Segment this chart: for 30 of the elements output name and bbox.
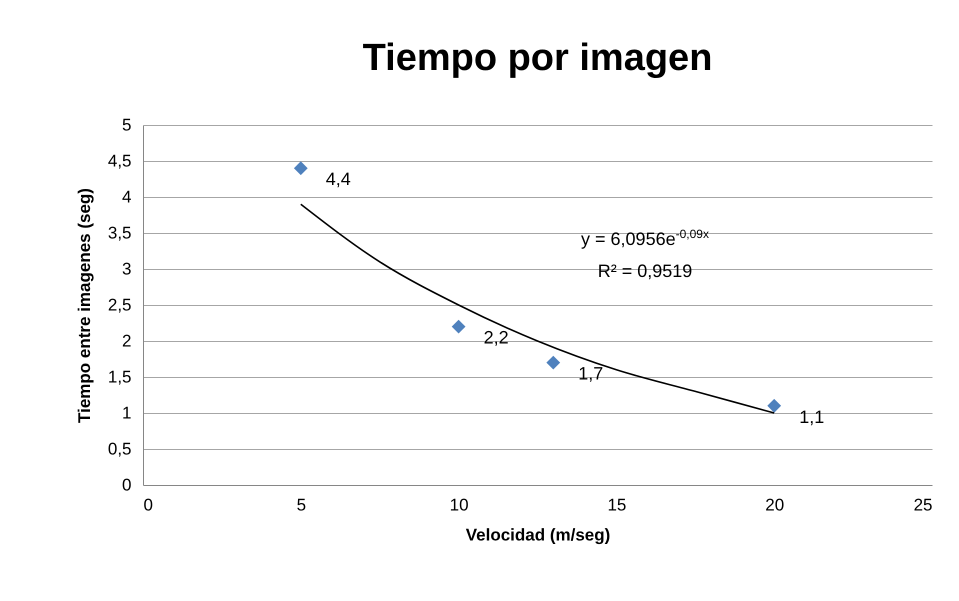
y-axis-title: Tiempo entre imagenes (seg) (74, 188, 94, 423)
point (767, 398, 782, 413)
chart-title: Tiempo por imagen (362, 37, 712, 79)
data-label: 1,1 (799, 406, 824, 427)
annotation: y = 6,0956e$^{-0,09x}$ (580, 226, 710, 251)
data-label: 1,7 (578, 364, 604, 384)
x-tick-label: 25 (914, 496, 932, 514)
y-tick-label: 3 (122, 260, 132, 278)
point (546, 356, 560, 370)
y-tick-label: 5 (122, 116, 132, 134)
y-tick-label: 1,5 (108, 368, 132, 386)
x-tick-label: 10 (450, 496, 469, 514)
y-tick-label: 1 (122, 404, 132, 422)
y-tick-label: 2,5 (108, 296, 132, 314)
y-tick-label: 2 (122, 332, 132, 350)
x-tick-label: 0 (144, 496, 153, 514)
y-tick-label: 0 (122, 476, 132, 494)
x-tick-label: 5 (296, 496, 306, 514)
data-label: 4,4 (326, 169, 351, 190)
y-tick-label: 3,5 (108, 224, 132, 242)
x-tick-label: 15 (607, 496, 626, 514)
y-tick-label: 0,5 (108, 440, 132, 458)
y-tick-label: 4 (122, 188, 132, 206)
x-axis-title: Velocidad (m/seg) (466, 526, 610, 544)
point (294, 161, 308, 176)
x-tick-label: 20 (765, 496, 784, 514)
point (452, 320, 466, 334)
annotation: R² = 0,9519 (596, 260, 694, 283)
data-label: 2,2 (484, 328, 509, 348)
y-tick-label: 4,5 (108, 152, 132, 170)
